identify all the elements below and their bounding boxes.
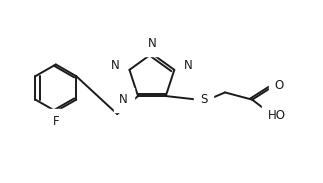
Text: S: S — [200, 93, 207, 106]
Text: N: N — [184, 59, 193, 72]
Text: F: F — [53, 115, 59, 128]
Text: N: N — [148, 37, 156, 50]
Text: N: N — [111, 59, 120, 72]
Text: N: N — [119, 93, 128, 106]
Text: HO: HO — [268, 109, 286, 122]
Text: O: O — [275, 79, 284, 92]
